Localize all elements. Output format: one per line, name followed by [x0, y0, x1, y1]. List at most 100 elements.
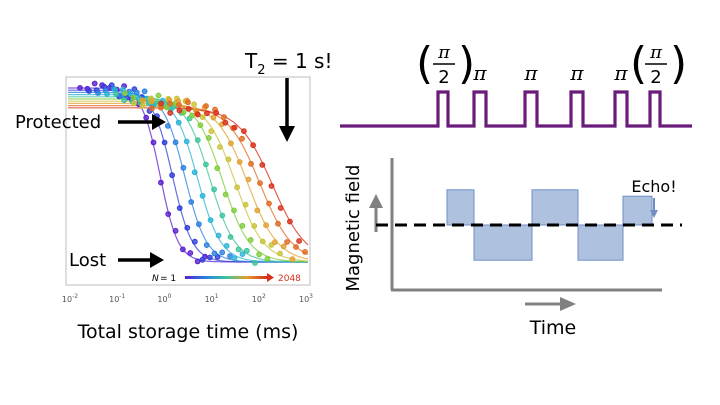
decay-point: [150, 139, 157, 146]
decay-point: [199, 192, 206, 199]
decay-point: [264, 255, 271, 262]
field-bar: [577, 224, 624, 261]
decay-point: [289, 256, 296, 263]
decay-point: [263, 222, 270, 229]
decay-point: [296, 238, 303, 244]
field-bar: [473, 224, 533, 261]
decay-point: [221, 114, 227, 120]
decay-point: [165, 211, 172, 218]
decay-point: [219, 249, 226, 256]
decay-point: [213, 109, 220, 116]
decay-point: [239, 222, 246, 229]
decay-point: [176, 102, 182, 108]
decay-point: [222, 191, 229, 198]
paren-close-1: ): [458, 38, 475, 89]
decay-point: [241, 128, 247, 135]
x-direction-arrow-head: [560, 297, 576, 311]
paren-close-6: ): [670, 38, 687, 89]
decay-point: [158, 100, 164, 107]
pulse-train: [340, 90, 692, 128]
decay-point: [167, 100, 173, 107]
decay-point: [259, 238, 266, 245]
decay-point: [185, 106, 192, 112]
n-legend-end: 2048: [278, 274, 301, 284]
x-tick-labels: 10-2 10-1 100 101 102 103: [62, 293, 313, 304]
decay-point: [243, 247, 250, 254]
n-legend-start: = 1: [160, 274, 176, 284]
magnetic-field-plot: Magnetic field Time Echo!: [343, 158, 682, 339]
decay-point: [211, 186, 218, 193]
pulse-1-denominator: 2: [438, 67, 449, 88]
decay-point: [194, 111, 201, 118]
decay-point: [277, 250, 283, 257]
decay-point: [199, 114, 206, 120]
field-bar: [446, 189, 475, 226]
decay-point: [214, 254, 221, 260]
decay-point: [203, 242, 210, 249]
field-y-label: Magnetic field: [343, 165, 364, 292]
pulse-4-pi: π: [569, 61, 584, 85]
decay-point: [131, 100, 137, 107]
decay-point: [196, 221, 202, 228]
paren-open-6: (: [630, 38, 647, 89]
n-legend-gradient: [185, 276, 267, 279]
decay-point: [141, 88, 148, 95]
decay-point: [207, 217, 214, 224]
n-legend-arrowhead: [267, 273, 274, 282]
decay-point: [245, 176, 252, 183]
decay-point: [188, 199, 195, 205]
decay-point: [139, 103, 146, 109]
decay-point: [247, 237, 254, 243]
decay-point: [222, 119, 229, 126]
decay-point: [302, 249, 308, 255]
pulse-6-denominator: 2: [650, 67, 661, 88]
decay-point: [165, 123, 171, 129]
protected-arrow-head: [152, 114, 166, 130]
decay-point: [77, 85, 83, 91]
decay-point: [254, 207, 261, 214]
decay-point: [231, 255, 238, 262]
x-tick-label: 100: [157, 293, 171, 304]
decay-point: [203, 103, 209, 109]
decay-point: [176, 107, 183, 114]
storage-decay-plot: N = 1 2048 10-2 10-1 100 101 102 103 Total st…: [62, 76, 313, 343]
x-tick-label: 10-1: [109, 293, 125, 304]
decay-point: [280, 243, 287, 250]
decay-point: [272, 239, 278, 246]
decay-point: [180, 246, 186, 253]
paren-open-1: (: [416, 38, 433, 89]
decay-point: [236, 159, 243, 165]
decay-point: [287, 218, 293, 225]
decay-point: [180, 164, 187, 171]
decay-point: [231, 124, 238, 131]
decay-point: [161, 139, 168, 146]
decay-point: [248, 160, 254, 167]
decay-point: [239, 135, 245, 142]
decay-point: [187, 250, 194, 256]
decay-point: [191, 169, 198, 176]
decay-point: [234, 184, 241, 191]
decay-point: [155, 92, 162, 99]
decay-point: [143, 114, 150, 121]
decay-point: [130, 94, 137, 101]
decay-point: [185, 99, 191, 106]
decay-point: [210, 114, 217, 121]
decay-point: [266, 200, 272, 207]
decay-point: [242, 201, 249, 208]
decay-point: [133, 89, 140, 96]
decay-point: [211, 250, 218, 257]
echo-arrow-head: [650, 210, 658, 218]
decay-point: [95, 90, 101, 96]
pulse-1-pi: π: [437, 42, 451, 63]
lost-annotation: Lost: [69, 250, 164, 271]
pulse-label-1: ( π 2 ): [416, 38, 475, 89]
pulse-2-pi: π: [472, 61, 487, 85]
decay-point: [268, 183, 275, 189]
decay-point: [293, 244, 299, 250]
field-bars: [446, 189, 653, 261]
decay-point: [252, 260, 258, 266]
decay-point: [183, 138, 190, 145]
decay-point: [175, 119, 182, 126]
decay-point: [148, 98, 155, 105]
